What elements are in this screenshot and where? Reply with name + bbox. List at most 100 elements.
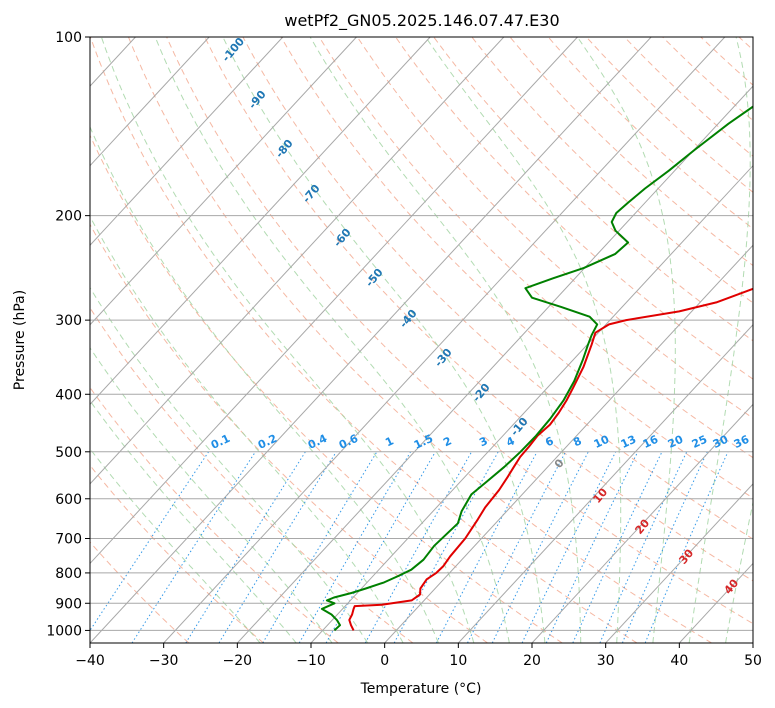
y-tick-label: 500 (55, 445, 82, 461)
mixing-ratio-line (621, 451, 708, 643)
isotherm (90, 37, 357, 326)
mixing-ratio-label: 0.2 (256, 432, 279, 452)
mixing-ratio-line (435, 451, 538, 643)
y-tick-label: 300 (55, 313, 82, 329)
isotherm (457, 324, 753, 643)
mixing-ratio-line (364, 451, 473, 643)
y-tick-label: 600 (55, 492, 82, 508)
dry-adiabat (509, 37, 753, 267)
isotherm (310, 164, 753, 643)
mixing-ratio-line (572, 451, 663, 643)
mixing-ratio-line (393, 451, 499, 643)
dry-adiabat-label: -90 (246, 88, 269, 112)
mixing-ratio-line (599, 451, 688, 643)
mixing-ratio-line (298, 451, 412, 643)
y-tick-label: 1000 (46, 623, 82, 639)
mixing-ratio-label: 36 (732, 433, 752, 451)
moist-adiabat (725, 500, 753, 643)
moist-adiabat (309, 37, 582, 643)
mixing-ratio-line (131, 451, 256, 643)
dry-adiabat (90, 386, 339, 643)
mixing-ratio-label: 13 (619, 433, 638, 451)
dry-adiabat-label: -70 (300, 182, 323, 206)
y-tick-label: 900 (55, 596, 82, 612)
moist-adiabat-label: 20 (632, 516, 652, 536)
mixing-ratio-label: 20 (666, 433, 686, 451)
profiles (320, 105, 753, 632)
isotherm (90, 37, 431, 406)
dry-adiabat-label: -40 (397, 307, 420, 331)
dry-adiabat (586, 37, 753, 193)
dry-adiabat-label: -60 (331, 226, 354, 250)
x-tick-label: 20 (523, 653, 541, 669)
moist-adiabat (100, 37, 475, 643)
moist-adiabat (154, 37, 510, 643)
x-tick-label: −40 (75, 653, 105, 669)
mixing-ratio-label: 2 (441, 434, 453, 449)
dry-adiabat (90, 541, 190, 643)
mixing-ratio-line (262, 451, 378, 643)
x-tick-label: 30 (597, 653, 615, 669)
dry-adiabat (700, 37, 753, 86)
moist-adiabat (90, 286, 369, 643)
isotherm (90, 37, 505, 485)
dry-adiabat (90, 306, 414, 643)
mixing-ratio-line (90, 451, 210, 632)
dry-adiabat (204, 37, 753, 582)
moist-adiabat (90, 215, 404, 643)
y-axis: 100 200 300 400 500 600 700 800 900 1000 (46, 30, 90, 639)
isotherm (90, 37, 652, 643)
dry-adiabat (738, 37, 753, 51)
mixing-ratio-line (491, 451, 589, 643)
y-tick-label: 200 (55, 209, 82, 225)
isotherm (531, 403, 753, 643)
dewpoint-profile (320, 105, 753, 632)
x-tick-label: −10 (296, 653, 326, 669)
isotherm (384, 244, 753, 643)
x-tick-label: 50 (744, 653, 762, 669)
isotherm (163, 37, 726, 643)
mixing-ratio-label: 0.4 (306, 432, 329, 452)
dry-adiabat (90, 134, 563, 643)
dry-adiabat (166, 37, 753, 625)
mixing-ratio-label: 30 (711, 433, 731, 451)
dry-adiabat-label: -50 (363, 266, 386, 290)
moist-adiabat-label: 0 (552, 456, 567, 470)
mixing-ratio-label: 6 (543, 434, 556, 449)
dry-adiabat (90, 37, 638, 643)
y-tick-label: 800 (55, 566, 82, 582)
x-axis-label: Temperature (°C) (360, 681, 482, 697)
dry-adiabat (433, 37, 753, 342)
dry-adiabat (624, 37, 753, 157)
line-labels: -100-90-80-70-60-50-40-30-20-10010203040… (209, 35, 752, 597)
mixing-ratio-label: 25 (690, 433, 709, 451)
x-tick-label: 0 (380, 653, 389, 669)
mixing-ratio-label: 10 (592, 433, 612, 451)
y-tick-label: 100 (55, 30, 82, 46)
moist-adiabat-label: 10 (590, 485, 610, 505)
temperature-profile (348, 287, 753, 631)
x-tick-label: 10 (449, 653, 467, 669)
background-lines (90, 37, 753, 643)
mixing-ratio-line (218, 451, 337, 643)
dry-adiabat (242, 37, 753, 540)
moist-adiabat (90, 399, 297, 643)
y-tick-label: 700 (55, 532, 82, 548)
dry-adiabat-label: -20 (470, 381, 493, 405)
y-tick-label: 400 (55, 387, 82, 403)
x-tick-label: −20 (223, 653, 253, 669)
isotherm (236, 85, 753, 643)
dry-adiabat-label: -80 (273, 137, 296, 161)
dry-adiabat (318, 37, 753, 459)
moist-adiabat (222, 37, 546, 643)
mixing-ratio-label: 8 (571, 434, 583, 449)
moist-adiabat (90, 447, 261, 643)
isotherm (678, 562, 753, 643)
y-axis-label: Pressure (hPa) (12, 290, 28, 390)
isotherm (90, 37, 284, 246)
dry-adiabat (280, 37, 753, 499)
dry-adiabat (90, 464, 264, 643)
mixing-ratio-label: 3 (477, 434, 489, 449)
x-axis: −40 −30 −20 −10 0 10 20 30 40 50 (75, 643, 762, 669)
